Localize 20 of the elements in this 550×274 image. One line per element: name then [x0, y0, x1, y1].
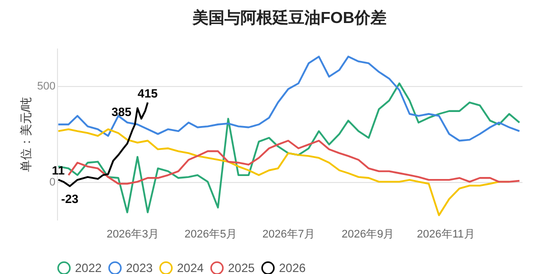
y-axis-title: 单位：美元/吨: [19, 96, 34, 172]
legend-label: 2024: [177, 261, 204, 274]
data-label: 385: [111, 105, 132, 120]
legend-label: 2025: [228, 261, 256, 274]
y-tick-label: 0: [49, 176, 56, 188]
data-label: 11: [52, 164, 65, 178]
legend-label: 2022: [75, 261, 102, 274]
x-tick-label: 2026年9月: [342, 228, 394, 240]
legend-label: 2023: [126, 261, 154, 274]
x-tick-label: 2026年11月: [416, 228, 475, 240]
line-series: [68, 140, 520, 185]
x-tick-label: 2026年7月: [262, 228, 316, 240]
legend-label: 2026: [279, 261, 306, 274]
data-label: 415: [138, 86, 158, 100]
x-tick-label: 2026年5月: [184, 228, 238, 240]
y-tick-label: 500: [37, 80, 56, 93]
line-series: [57, 56, 520, 142]
chart-title: 美国与阿根廷豆油FOB价差: [192, 8, 386, 27]
x-tick-label: 2026年3月: [106, 228, 160, 240]
data-label: -23: [61, 192, 79, 206]
